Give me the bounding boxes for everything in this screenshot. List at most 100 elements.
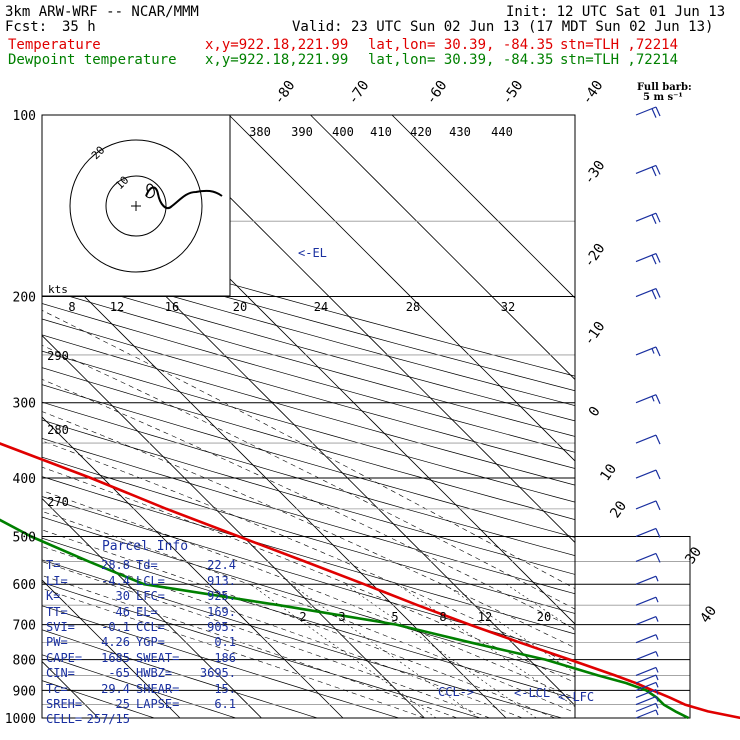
annotation-label: <-LCL bbox=[514, 686, 550, 700]
dry-adiabat bbox=[42, 629, 319, 718]
wind-barb-flag bbox=[655, 528, 661, 538]
mixing-ratio-label: 24 bbox=[314, 300, 328, 314]
series-line-dewpoint-temperature bbox=[0, 518, 690, 720]
wind-barb-flag bbox=[655, 394, 661, 404]
dry-adiabat bbox=[42, 476, 575, 635]
wind-barbs bbox=[635, 106, 661, 719]
wind-barb-flag bbox=[655, 106, 661, 117]
wind-barb-flag bbox=[651, 289, 657, 300]
pressure-label: 700 bbox=[13, 619, 36, 634]
isotherm bbox=[42, 497, 262, 718]
wind-barb-staff bbox=[635, 346, 657, 356]
wind-barb-staff bbox=[635, 616, 657, 626]
theta-label: 400 bbox=[332, 125, 354, 139]
pressure-label: 600 bbox=[13, 578, 36, 593]
parcel-info-value: 25 bbox=[115, 697, 130, 712]
wind-barb-staff bbox=[635, 666, 657, 676]
mixing-ratio-label: 12 bbox=[478, 610, 492, 624]
parcel-info-value: 925. bbox=[207, 589, 236, 604]
isotherm-label: 20 bbox=[607, 498, 630, 521]
parcel-info-value: 15. bbox=[214, 681, 236, 696]
wind-barb bbox=[635, 674, 659, 684]
pressure-label: 1000 bbox=[5, 712, 36, 727]
valid-time: Valid: 23 UTC Sun 02 Jun 13 (17 MDT Sun … bbox=[292, 19, 714, 35]
parcel-info-value: 6.1 bbox=[214, 697, 236, 712]
pressure-label: 900 bbox=[13, 684, 36, 699]
legend-dewpoint-latlon: lat,lon= 30.39, -84.35 bbox=[368, 52, 554, 68]
wind-barb-half-flag bbox=[655, 596, 659, 603]
parcel-info-key: SREH= bbox=[46, 697, 83, 712]
chart-series: <-EL CCL-> <-LCL <-LFC bbox=[0, 246, 740, 720]
parcel-info-key: EL= bbox=[136, 604, 158, 619]
chart-grid bbox=[41, 114, 691, 719]
lower-extension-frame bbox=[575, 535, 691, 719]
dry-adiabat bbox=[42, 334, 575, 486]
theta-label: 380 bbox=[249, 125, 271, 139]
isotherm bbox=[42, 416, 344, 718]
parcel-info-value: 29.4 bbox=[101, 681, 130, 696]
dry-adiabat bbox=[42, 244, 575, 392]
wind-barb-staff bbox=[635, 106, 657, 116]
wind-barb-staff bbox=[635, 596, 657, 606]
wind-barb-staff bbox=[635, 469, 657, 479]
wind-barb-flag bbox=[655, 212, 661, 223]
wind-barb-flag bbox=[655, 288, 661, 298]
dry-adiabat bbox=[42, 230, 575, 377]
moist-adiabat bbox=[42, 379, 575, 630]
wind-barb bbox=[635, 527, 661, 538]
parcel-info-value: 30 bbox=[115, 589, 130, 604]
wind-barb bbox=[635, 696, 659, 706]
wind-barb-staff bbox=[635, 552, 657, 562]
dry-adiabat bbox=[42, 680, 156, 718]
wind-barb-half-flag bbox=[655, 689, 659, 695]
dry-adiabat bbox=[42, 496, 575, 656]
parcel-info-key: CELL= bbox=[46, 712, 83, 727]
wind-barb bbox=[635, 469, 661, 480]
wind-barb-staff bbox=[635, 702, 657, 712]
parcel-info-key: Td= bbox=[136, 558, 158, 573]
wind-barb-staff bbox=[635, 500, 657, 510]
legend-dewpoint-label: Dewpoint temperature bbox=[8, 52, 177, 68]
parcel-info-key: YGP= bbox=[136, 635, 165, 650]
isotherm-label: 40 bbox=[697, 603, 720, 626]
parcel-info-key: SWEAT= bbox=[136, 650, 180, 665]
parcel-info-row: CELL= 257/15 bbox=[46, 712, 244, 727]
parcel-info-row: T= 28.8 Td= 22.4 bbox=[46, 558, 244, 573]
parcel-info-value: -0.1 bbox=[101, 620, 130, 635]
wind-barb bbox=[635, 616, 659, 626]
wind-barb-staff bbox=[635, 674, 657, 684]
wind-barb bbox=[635, 212, 661, 225]
parcel-info-key: LI= bbox=[46, 573, 68, 588]
parcel-info-key: LFC= bbox=[136, 589, 165, 604]
parcel-info-key: SHEAR= bbox=[136, 681, 180, 696]
parcel-info-value: 186 bbox=[214, 650, 236, 665]
isotherm bbox=[147, 115, 575, 544]
parcel-info-key: HWBZ= bbox=[136, 666, 173, 681]
wind-barb bbox=[635, 500, 661, 511]
dry-adiabat bbox=[42, 559, 564, 718]
parcel-info-value: 3695. bbox=[199, 666, 236, 681]
wind-barb bbox=[635, 575, 659, 585]
model-title: 3km ARW-WRF -- NCAR/MMM bbox=[5, 4, 199, 20]
annotation-label: CCL-> bbox=[438, 685, 474, 699]
wind-barb-flag bbox=[655, 346, 661, 357]
dry-adiabat bbox=[42, 350, 575, 503]
moist-adiabat bbox=[42, 466, 575, 683]
wind-barb-half-flag bbox=[655, 576, 659, 582]
pressure-label: 400 bbox=[13, 472, 36, 487]
pressure-label: 100 bbox=[13, 109, 36, 124]
legend-dewpoint-station: stn=TLH ,72214 bbox=[560, 52, 679, 68]
pressure-label: 500 bbox=[13, 530, 36, 545]
isotherm-label: -50 bbox=[499, 78, 527, 108]
parcel-info-key: LCL= bbox=[136, 573, 165, 588]
wind-barb-flag bbox=[655, 469, 661, 480]
mixing-ratio-label: 5 bbox=[391, 610, 398, 624]
isotherm bbox=[42, 253, 507, 718]
wind-barb bbox=[635, 689, 659, 699]
wind-barb-half-flag bbox=[655, 634, 659, 640]
isotherm bbox=[310, 115, 575, 381]
wind-barb-flag bbox=[655, 253, 661, 263]
parcel-info-value bbox=[188, 712, 236, 727]
wind-barb-flag bbox=[651, 166, 657, 177]
parcel-info-key: Tc= bbox=[46, 681, 68, 696]
